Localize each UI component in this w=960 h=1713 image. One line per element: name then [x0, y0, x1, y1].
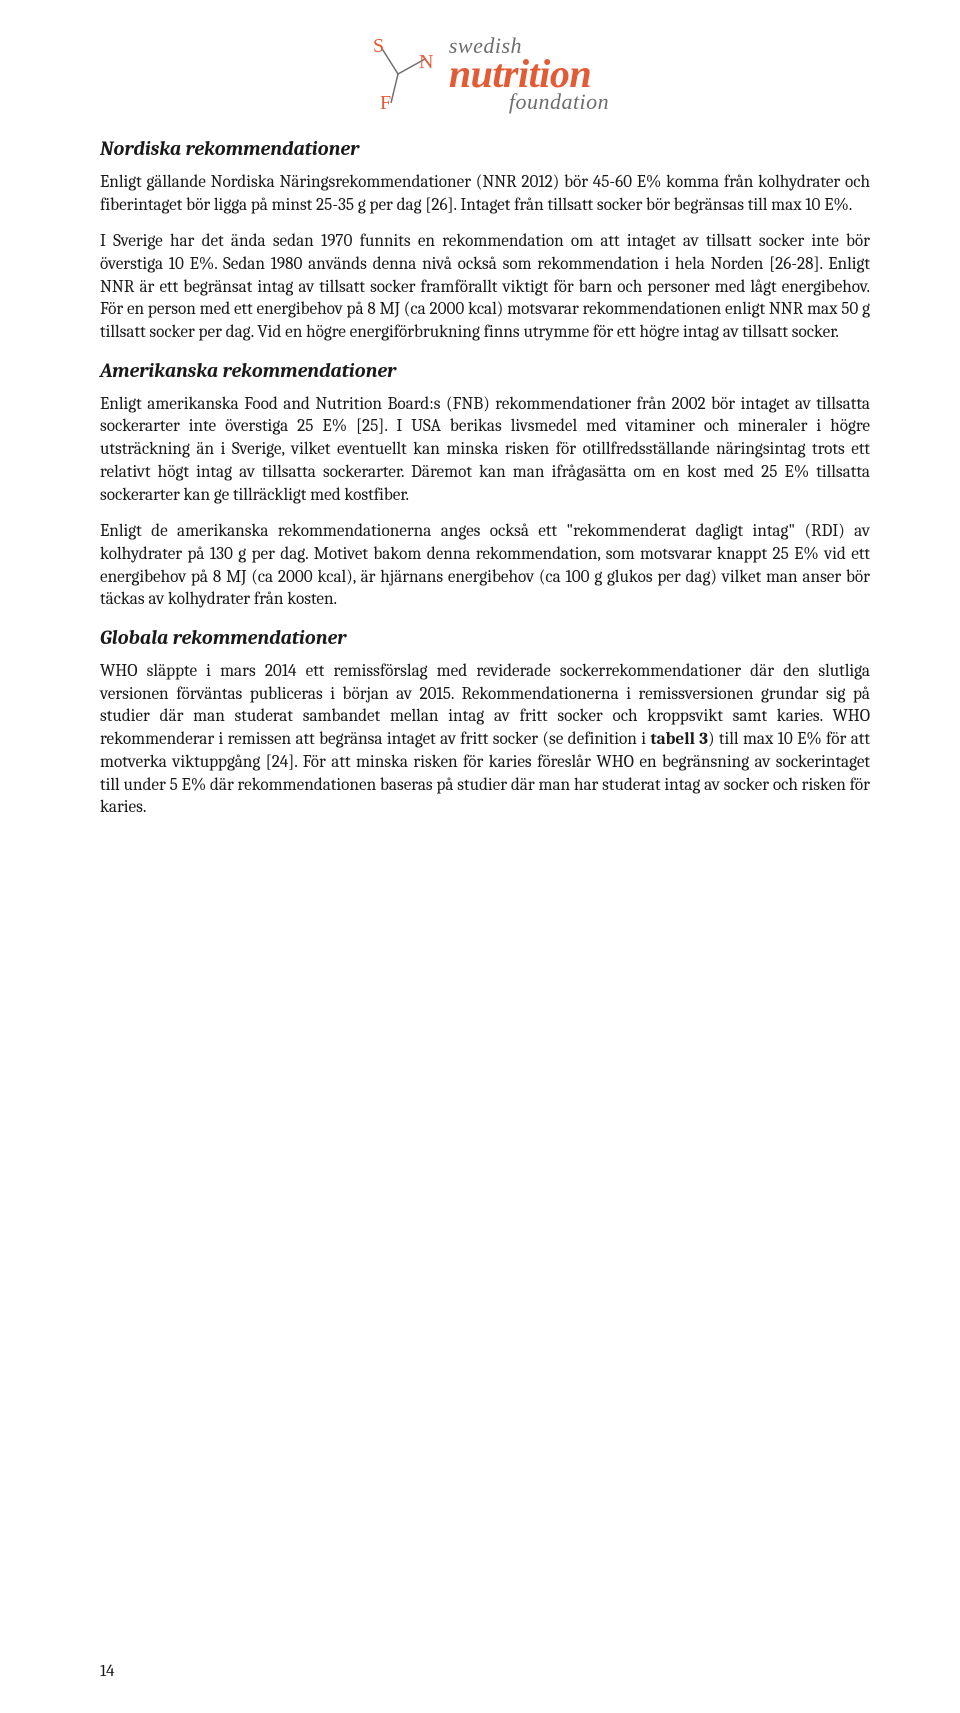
logo-letter-f: F: [380, 92, 391, 111]
document-page: S N F swedish nutrition foundation Nordi…: [0, 0, 960, 1713]
body-paragraph: Enligt gällande Nordiska Näringsrekommen…: [100, 172, 870, 217]
brand-logo: S N F swedish nutrition foundation: [361, 36, 609, 112]
logo-letter-s: S: [373, 37, 384, 57]
section-heading-amerikanska: Amerikanska rekommendationer: [100, 359, 870, 382]
logo-wordmark: swedish nutrition foundation: [449, 36, 609, 112]
logo-header: S N F swedish nutrition foundation: [100, 36, 870, 115]
body-paragraph: WHO släppte i mars 2014 ett remissförsla…: [100, 661, 870, 820]
logo-line-foundation: foundation: [509, 92, 609, 112]
section-heading-nordiska: Nordiska rekommendationer: [100, 137, 870, 160]
logo-letter-n: N: [419, 51, 433, 73]
body-paragraph: I Sverige har det ända sedan 1970 funnit…: [100, 231, 870, 345]
body-paragraph: Enligt amerikanska Food and Nutrition Bo…: [100, 394, 870, 508]
logo-line-nutrition: nutrition: [449, 56, 609, 92]
section-heading-globala: Globala rekommendationer: [100, 626, 870, 649]
page-number: 14: [100, 1662, 115, 1681]
logo-mark-icon: S N F: [361, 37, 435, 111]
body-paragraph: Enligt de amerikanska rekommendationerna…: [100, 521, 870, 612]
